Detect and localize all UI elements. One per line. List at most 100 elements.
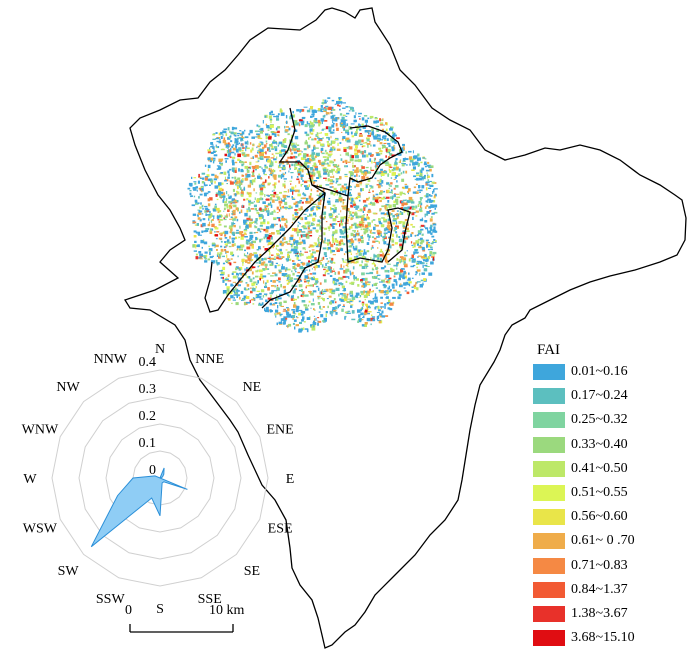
fai-patch [387,148,391,152]
fai-patch [279,242,282,246]
fai-patch [220,276,223,279]
fai-patch [359,133,362,135]
fai-patch [331,124,335,128]
fai-patch [284,206,288,209]
fai-patch [279,108,282,112]
fai-patch [233,290,236,294]
fai-patch [279,191,282,194]
fai-patch [348,194,353,197]
fai-patch [246,283,250,287]
fai-patch [279,293,283,296]
fai-patch [245,296,250,299]
fai-patch [377,278,379,280]
fai-patch [341,285,345,289]
fai-patch [269,292,273,295]
fai-patch [396,267,398,270]
fai-patch [331,140,336,144]
fai-patch [386,206,388,210]
fai-patch [361,176,366,180]
fai-patch [426,241,429,245]
fai-patch [285,317,288,320]
fai-patch [213,154,218,157]
fai-patch [345,259,348,261]
fai-patch [425,259,429,262]
fai-patch [311,157,315,160]
fai-patch [340,283,344,286]
fai-patch [320,111,324,113]
fai-patch [309,244,313,248]
fai-patch [408,196,413,201]
fai-patch [350,238,353,241]
fai-patch [313,315,316,317]
fai-patch [219,161,221,164]
fai-patch [302,193,305,195]
fai-patch [271,173,273,176]
legend-swatch [533,364,565,380]
fai-patch [327,246,331,250]
fai-patch [258,173,260,176]
fai-patch [335,123,338,127]
scale-bar-end-label: 10 km [209,603,245,618]
fai-patch [298,309,303,312]
fai-patch [360,228,363,231]
fai-patch [366,143,371,145]
fai-patch [281,143,285,147]
fai-patch [278,270,282,272]
fai-patch [276,279,279,282]
fai-patch [404,193,406,195]
fai-patch [240,191,244,196]
fai-patch [373,260,375,263]
fai-patch [220,193,225,197]
fai-patch [301,117,305,119]
fai-patch [424,165,427,168]
fai-patch [235,283,239,287]
fai-patch [358,123,360,126]
fai-patch [217,166,222,170]
fai-patch [271,153,274,155]
fai-patch [273,176,275,180]
fai-patch [407,213,410,216]
fai-patch [340,239,344,242]
fai-patch [377,305,380,310]
fai-patch [240,194,244,197]
fai-patch [397,271,399,273]
fai-patch [364,290,368,293]
fai-patch [398,236,401,238]
fai-patch [429,245,432,247]
fai-patch [370,317,373,322]
fai-patch [259,213,263,217]
fai-patch [257,160,260,162]
fai-patch [346,228,351,230]
fai-patch [378,241,380,244]
fai-patch [377,254,380,258]
fai-patch [246,276,249,279]
fai-patch [402,143,405,147]
fai-patch [313,109,317,113]
fai-patch [344,191,347,195]
fai-patch [193,177,197,179]
fai-patch [412,206,415,210]
fai-patch [306,153,309,157]
fai-patch [220,232,225,234]
fai-patch [375,125,379,128]
fai-patch [222,279,225,283]
fai-patch [322,256,325,260]
fai-patch [190,195,193,197]
fai-patch [368,235,370,239]
fai-patch [343,149,347,152]
fai-patch [260,262,264,266]
fai-patch [342,199,345,201]
fai-patch [340,187,343,191]
fai-patch [379,257,383,262]
fai-patch [248,133,251,136]
fai-patch [257,125,261,128]
fai-patch [309,174,313,178]
fai-patch [296,109,300,112]
fai-patch [195,231,198,234]
fai-patch [332,218,337,222]
fai-patch [275,223,278,225]
fai-patch [405,199,407,202]
fai-patch [269,302,273,306]
fai-patch [359,169,363,173]
fai-patch [209,178,213,181]
